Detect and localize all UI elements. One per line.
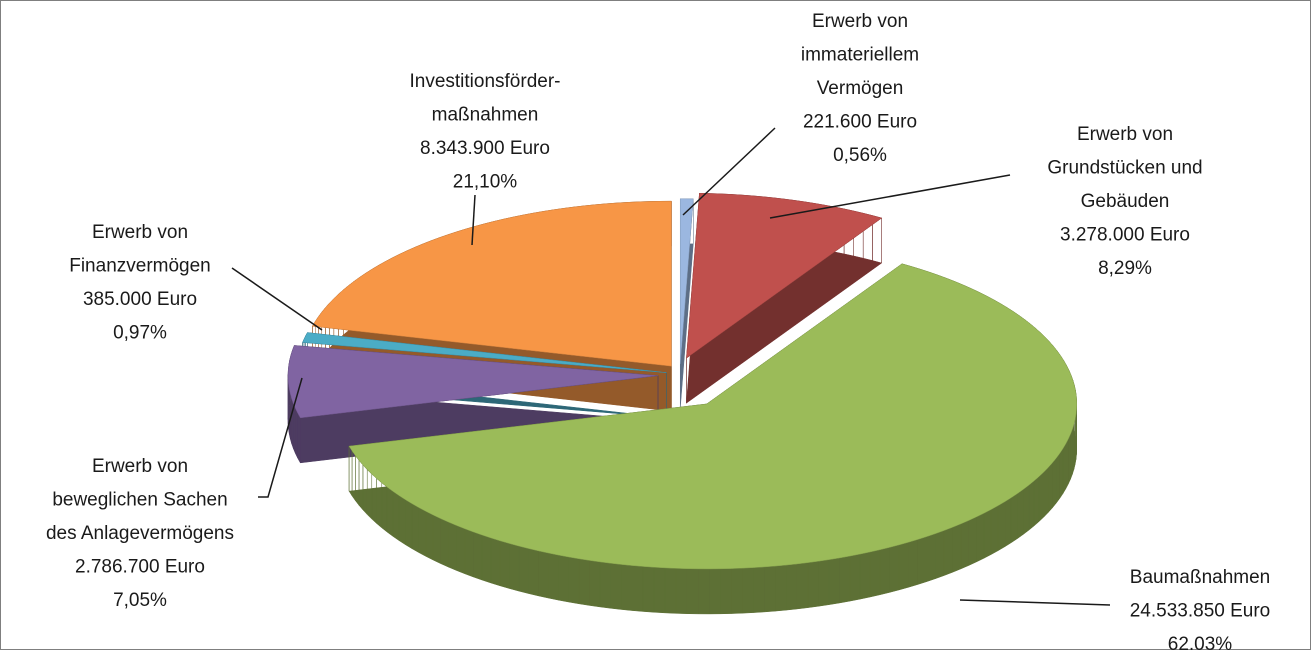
slice — [302, 332, 667, 373]
value-label: 3.278.000 Euro — [1060, 225, 1190, 246]
category-label: Grundstücken und — [1047, 158, 1202, 179]
category-label: Erwerb von — [92, 456, 188, 477]
value-label: 2.786.700 Euro — [75, 557, 205, 578]
leader-line — [471, 194, 476, 246]
value-label: 385.000 Euro — [83, 289, 197, 310]
percentage-label: 7,05% — [113, 590, 167, 611]
percentage-label: 0,56% — [833, 145, 887, 166]
leader-line — [258, 377, 303, 498]
category-label: des Anlagevermögens — [46, 523, 234, 544]
value-label: 8.343.900 Euro — [420, 138, 550, 159]
percentage-label: 62,03% — [1168, 634, 1233, 650]
value-label: 221.600 Euro — [803, 112, 917, 133]
slice — [287, 345, 659, 419]
slice — [686, 193, 883, 359]
category-label: Investitionsförder- — [409, 71, 560, 92]
slice — [312, 200, 672, 367]
category-label: beweglichen Sachen — [52, 490, 227, 511]
value-label: 24.533.850 Euro — [1130, 601, 1271, 622]
category-label: maßnahmen — [432, 105, 539, 126]
leader-line — [231, 267, 323, 331]
category-label: Erwerb von — [92, 222, 188, 243]
category-label: immateriellem — [801, 45, 919, 66]
category-label: Baumaßnahmen — [1130, 567, 1270, 588]
category-label: Erwerb von — [812, 11, 908, 32]
category-label: Gebäuden — [1081, 191, 1170, 212]
percentage-label: 0,97% — [113, 323, 167, 344]
leader-line — [682, 127, 776, 216]
category-label: Erwerb von — [1077, 124, 1173, 145]
category-label: Finanzvermögen — [69, 256, 211, 277]
percentage-label: 21,10% — [453, 172, 518, 193]
percentage-label: 8,29% — [1098, 258, 1152, 279]
leader-line — [769, 174, 1011, 219]
slice — [348, 263, 1078, 570]
category-label: Vermögen — [817, 78, 904, 99]
slice — [679, 198, 694, 364]
leader-line — [959, 599, 1111, 606]
